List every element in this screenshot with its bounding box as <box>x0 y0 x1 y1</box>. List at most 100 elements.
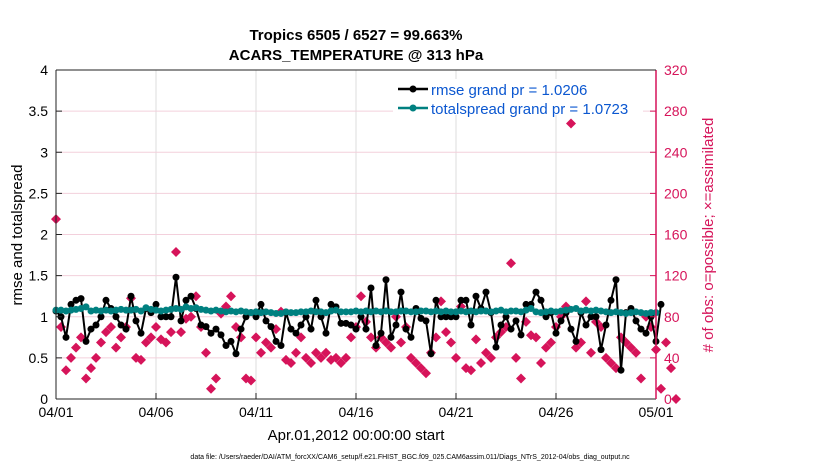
rmse-point <box>442 313 450 321</box>
rmse-point <box>272 337 280 345</box>
rmse-point <box>257 300 265 308</box>
totalspread-point <box>527 305 535 313</box>
rmse-point <box>212 325 220 333</box>
rmse-point <box>337 319 345 327</box>
legend-rmse-marker <box>409 85 417 93</box>
obs-count-marker <box>256 347 266 358</box>
totalspread-point <box>272 309 280 317</box>
obs-count-marker <box>331 352 341 363</box>
obs-count-marker <box>386 342 396 353</box>
obs-count-marker <box>476 358 486 369</box>
obs-count-marker <box>411 358 421 369</box>
obs-count-marker <box>586 347 596 358</box>
rmse-point <box>542 313 550 321</box>
obs-count-marker <box>191 291 201 302</box>
obs-count-marker <box>406 352 416 363</box>
x-tick-label: 04/06 <box>138 404 173 420</box>
obs-count-marker <box>546 337 556 348</box>
rmse-point <box>102 296 110 304</box>
rmse-point <box>207 329 215 337</box>
rmse-point <box>372 342 380 350</box>
rmse-point <box>642 329 650 337</box>
rmse-point <box>252 313 260 321</box>
obs-count-marker <box>161 337 171 348</box>
totalspread-point <box>82 303 90 311</box>
rmse-point <box>447 313 455 321</box>
y-right-tick-label: 0 <box>664 391 672 407</box>
totalspread-point <box>122 306 130 314</box>
totalspread-point <box>337 308 345 316</box>
obs-count-marker <box>346 332 356 343</box>
rmse-point <box>242 313 250 321</box>
rmse-point <box>237 325 245 333</box>
totalspread-point <box>397 307 405 315</box>
rmse-point <box>557 317 565 325</box>
y-right-tick-label: 160 <box>664 227 688 243</box>
rmse-point <box>637 325 645 333</box>
rmse-point <box>277 342 285 350</box>
rmse-point <box>567 325 575 333</box>
obs-count-marker <box>656 383 666 394</box>
rmse-point <box>397 288 405 296</box>
rmse-point <box>497 321 505 329</box>
rmse-point <box>322 329 330 337</box>
obs-count-marker <box>506 258 516 269</box>
rmse-point <box>407 333 415 341</box>
x-tick-label: 04/11 <box>239 404 273 420</box>
rmse-point <box>517 331 525 339</box>
obs-count-marker <box>261 337 271 348</box>
rmse-point <box>222 342 230 350</box>
obs-count-marker <box>626 342 636 353</box>
rmse-point <box>137 329 145 337</box>
obs-count-marker <box>636 373 646 384</box>
obs-count-marker <box>291 347 301 358</box>
obs-count-marker <box>336 358 346 369</box>
obs-count-marker <box>86 363 96 374</box>
x-tick-label: 04/21 <box>438 404 473 420</box>
rmse-point <box>362 325 370 333</box>
totalspread-point <box>342 308 350 316</box>
obs-count-marker <box>206 383 216 394</box>
obs-count-marker <box>141 337 151 348</box>
obs-count-marker <box>516 373 526 384</box>
rmse-point <box>572 337 580 345</box>
totalspread-point <box>647 309 655 317</box>
rmse-point <box>367 284 375 292</box>
rmse-point <box>427 350 435 358</box>
obs-count-marker <box>451 352 461 363</box>
totalspread-point <box>312 308 320 316</box>
rmse-point <box>422 317 430 325</box>
rmse-point <box>317 313 325 321</box>
rmse-point <box>97 313 105 321</box>
obs-count-marker <box>536 358 546 369</box>
rmse-point <box>267 323 275 331</box>
rmse-point <box>62 333 70 341</box>
rmse-point <box>302 313 310 321</box>
y-right-tick-label: 200 <box>664 185 688 201</box>
rmse-point <box>522 300 530 308</box>
rmse-point <box>457 296 465 304</box>
obs-count-marker <box>531 332 541 343</box>
y-tick-label: 3 <box>40 144 48 160</box>
obs-count-marker <box>481 347 491 358</box>
y-tick-label: 0 <box>40 391 48 407</box>
rmse-point <box>552 329 560 337</box>
obs-count-marker <box>471 334 481 345</box>
obs-count-marker <box>211 373 221 384</box>
obs-count-marker <box>171 246 181 257</box>
rmse-point <box>657 300 665 308</box>
rmse-point <box>617 366 625 374</box>
rmse-point <box>377 329 385 337</box>
rmse-point <box>217 331 225 339</box>
rmse-point <box>582 321 590 329</box>
rmse-point <box>92 321 100 329</box>
obs-count-marker <box>631 347 641 358</box>
obs-count-marker <box>601 352 611 363</box>
rmse-point <box>347 321 355 329</box>
obs-count-marker <box>266 342 276 353</box>
obs-count-marker <box>366 332 376 343</box>
rmse-point <box>467 321 475 329</box>
rmse-point <box>287 325 295 333</box>
obs-count-marker <box>116 332 126 343</box>
